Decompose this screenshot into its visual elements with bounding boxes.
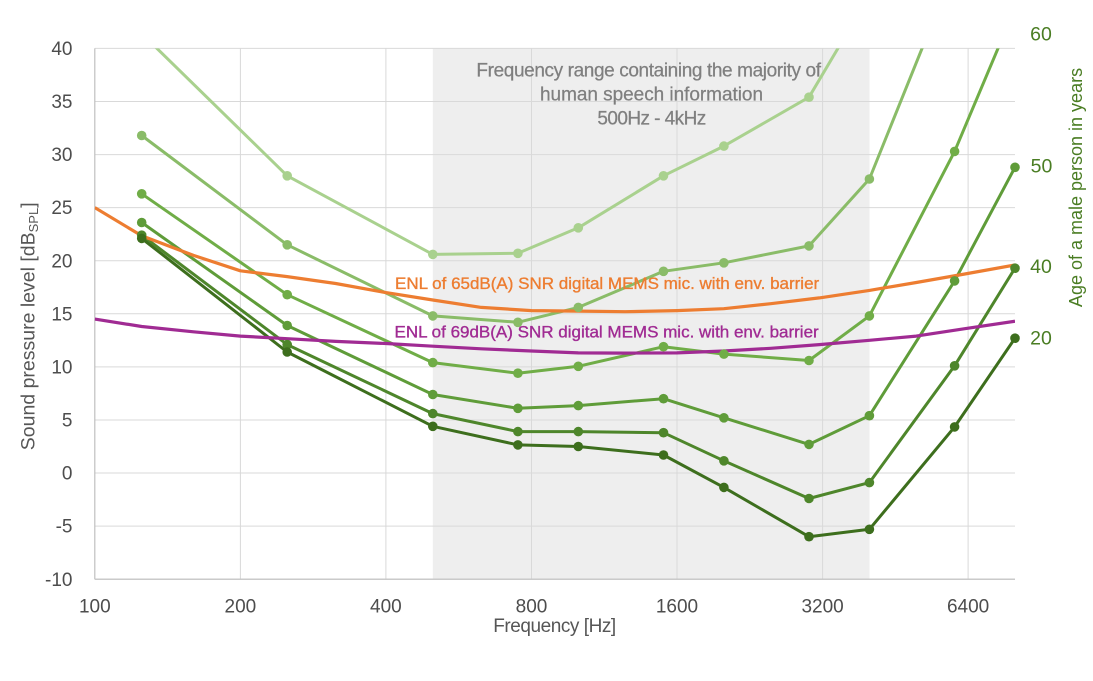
svg-text:15: 15 — [51, 304, 72, 325]
svg-text:20: 20 — [51, 251, 72, 272]
svg-text:35: 35 — [51, 92, 72, 113]
svg-text:40: 40 — [51, 39, 72, 60]
svg-text:3200: 3200 — [801, 596, 843, 617]
svg-text:800: 800 — [516, 596, 548, 617]
svg-text:400: 400 — [370, 596, 402, 617]
svg-text:1600: 1600 — [656, 596, 698, 617]
svg-text:30: 30 — [51, 145, 72, 166]
svg-text:20: 20 — [1030, 327, 1052, 349]
svg-text:40: 40 — [1030, 256, 1052, 278]
svg-text:25: 25 — [51, 198, 72, 219]
svg-text:ENL of 65dB(A) SNR digital MEM: ENL of 65dB(A) SNR digital MEMS mic. wit… — [395, 274, 820, 293]
svg-text:0: 0 — [62, 464, 73, 485]
svg-text:500Hz - 4kHz: 500Hz - 4kHz — [597, 109, 705, 130]
svg-text:-5: -5 — [56, 517, 73, 538]
svg-text:human speech information: human speech information — [540, 84, 763, 105]
svg-text:10: 10 — [51, 358, 72, 379]
svg-text:Age of a male person in years: Age of a male person in years — [1066, 68, 1086, 307]
svg-text:Sound pressure level [dBSPL]: Sound pressure level [dBSPL] — [18, 202, 42, 450]
svg-text:-10: -10 — [45, 570, 72, 591]
svg-text:100: 100 — [79, 596, 111, 617]
svg-text:Frequency [Hz]: Frequency [Hz] — [493, 616, 616, 637]
svg-text:Frequency range containing the: Frequency range containing the majority … — [476, 61, 821, 82]
svg-text:200: 200 — [225, 596, 257, 617]
svg-text:60: 60 — [1030, 23, 1052, 45]
svg-text:50: 50 — [1031, 155, 1053, 177]
svg-text:6400: 6400 — [947, 596, 989, 617]
svg-text:ENL of 69dB(A) SNR digital MEM: ENL of 69dB(A) SNR digital MEMS mic. wit… — [395, 322, 820, 341]
svg-text:5: 5 — [62, 411, 73, 432]
